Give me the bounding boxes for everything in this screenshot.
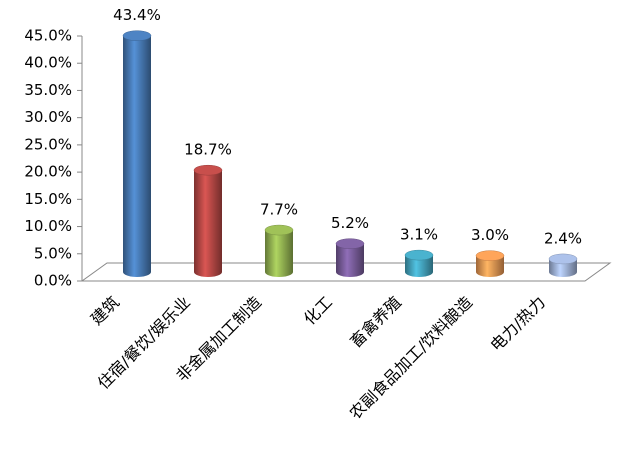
bar-top [335,238,365,249]
bar-top [475,250,505,261]
x-tick-label: 化工 [300,293,336,329]
bar-top [122,30,152,41]
y-tick-label: 25.0% [24,135,72,153]
value-label: 3.0% [471,226,509,244]
bar-top [548,253,578,265]
value-label: 3.1% [400,226,438,244]
y-tick-label: 45.0% [24,27,72,45]
y-tick-label: 0.0% [34,272,72,290]
y-tick-label: 20.0% [24,163,72,181]
floor [80,262,612,282]
value-label: 2.4% [544,229,582,247]
y-tick-label: 10.0% [24,217,72,235]
bar-top [404,249,434,261]
value-label: 18.7% [184,141,232,159]
bar-top [264,224,294,236]
y-tick-label: 35.0% [24,81,72,99]
bar [336,243,364,277]
bar [123,35,151,277]
y-tick-label: 5.0% [34,244,72,262]
bar [265,230,293,277]
x-tick-label: 农副食品加工/饮料酿造 [346,293,476,423]
x-tick-label: 畜禽养殖 [346,293,405,352]
value-label: 7.7% [260,201,298,219]
y-tick-label: 30.0% [24,108,72,126]
bar [405,255,433,277]
x-tick-label: 电力/热力 [486,293,549,356]
bar-top [193,164,223,176]
value-label: 5.2% [331,214,369,232]
bar [194,170,222,277]
x-tick-label: 建筑 [87,293,123,329]
y-tick-label: 15.0% [24,190,72,208]
y-tick-label: 40.0% [24,54,72,72]
value-label: 43.4% [113,6,161,24]
bar [476,255,504,277]
